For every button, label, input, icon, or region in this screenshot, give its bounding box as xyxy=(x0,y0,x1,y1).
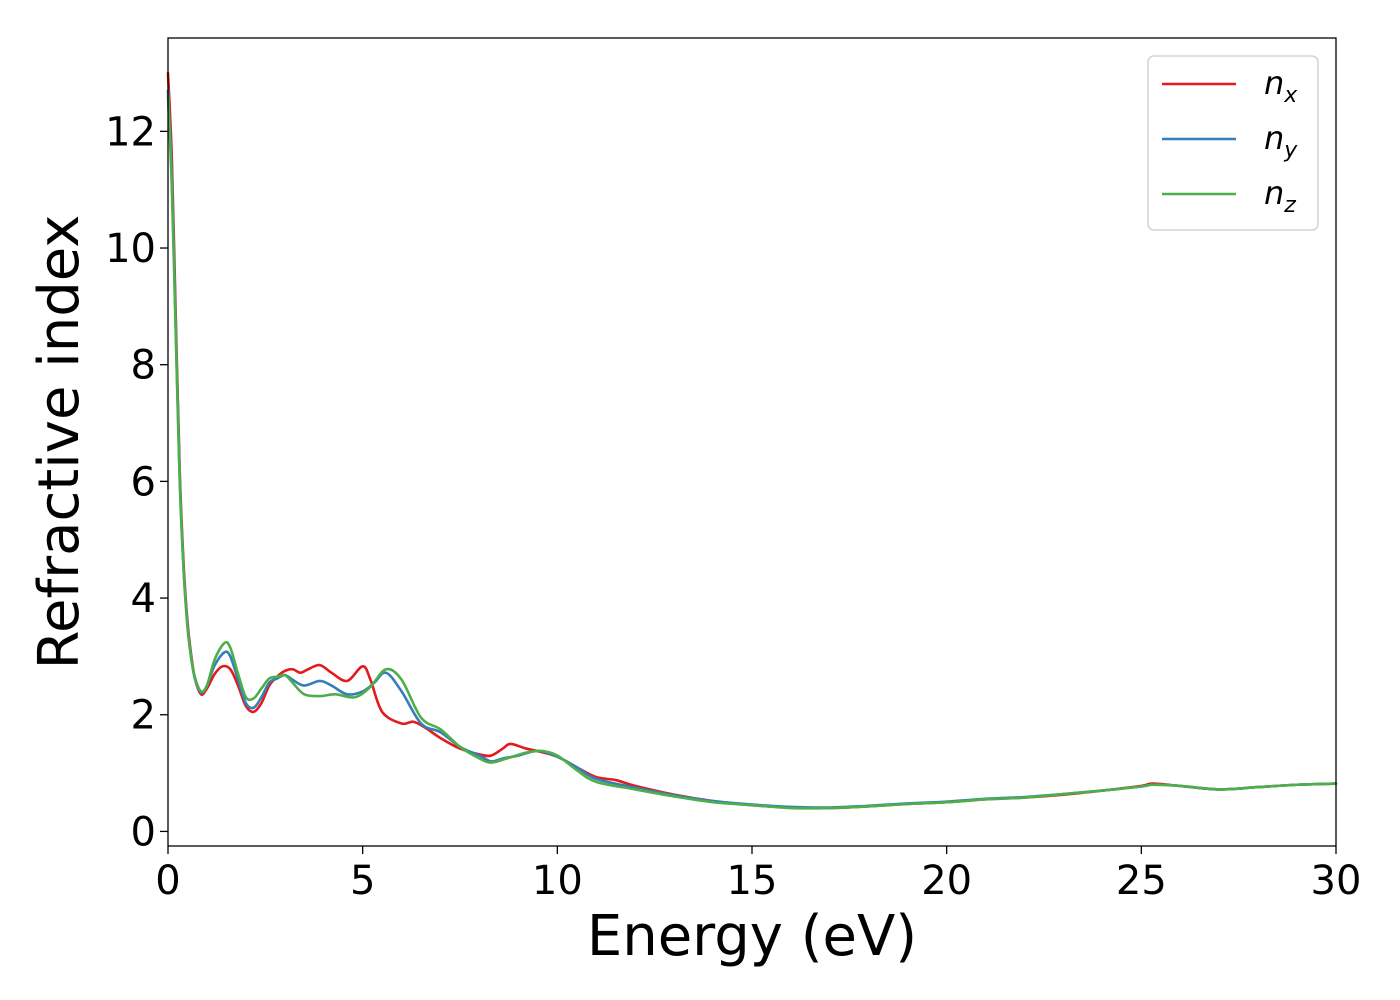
y-tick-label: 0 xyxy=(131,809,156,855)
series-line-nz xyxy=(166,95,1338,810)
x-tick-label: 30 xyxy=(1311,858,1362,904)
y-tick-label: 12 xyxy=(105,109,156,155)
legend-label-nz: nz xyxy=(1264,174,1296,218)
x-tick-label: 5 xyxy=(350,858,375,904)
legend: nx ny nz xyxy=(1147,55,1319,231)
y-tick-label: 2 xyxy=(131,693,156,739)
y-axis-ticks: 0 2 4 6 8 10 12 xyxy=(105,109,168,855)
x-tick-label: 15 xyxy=(727,858,778,904)
y-tick-label: 6 xyxy=(131,459,156,505)
x-axis-title: Energy (eV) xyxy=(587,904,917,969)
y-tick-label: 4 xyxy=(131,576,156,622)
x-tick-label: 0 xyxy=(155,858,180,904)
legend-box xyxy=(1147,55,1319,231)
legend-label-nx: nx xyxy=(1264,64,1298,108)
x-tick-label: 20 xyxy=(921,858,972,904)
y-tick-label: 10 xyxy=(105,226,156,272)
legend-label-ny: ny xyxy=(1264,119,1298,163)
x-axis-ticks: 0 5 10 15 20 25 30 xyxy=(155,846,1361,904)
y-axis-title: Refractive index xyxy=(27,215,92,670)
series-layer xyxy=(166,71,1338,810)
x-tick-label: 10 xyxy=(532,858,583,904)
x-tick-label: 25 xyxy=(1116,858,1167,904)
y-tick-label: 8 xyxy=(131,343,156,389)
